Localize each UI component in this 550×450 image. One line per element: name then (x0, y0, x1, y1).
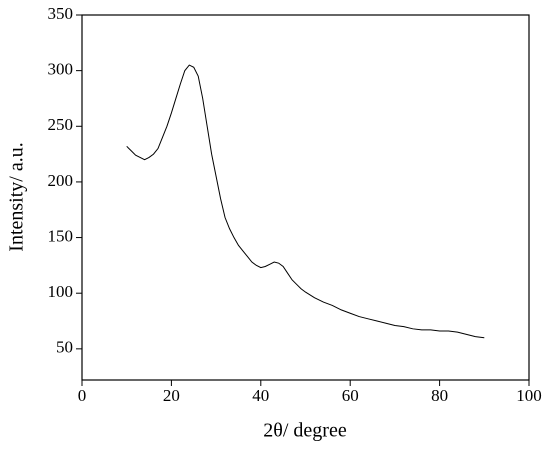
y-tick-label: 300 (48, 60, 74, 79)
x-axis-title: 2θ/ degree (263, 420, 347, 442)
x-tick-label: 40 (252, 386, 269, 405)
y-tick-label: 50 (56, 338, 73, 357)
x-tick-label: 100 (516, 386, 542, 405)
x-tick-label: 0 (78, 386, 87, 405)
x-tick-label: 20 (163, 386, 180, 405)
x-tick-label: 60 (342, 386, 359, 405)
y-tick-label: 150 (48, 226, 74, 245)
y-tick-label: 250 (48, 115, 74, 134)
data-line (126, 64, 485, 339)
y-tick-label: 350 (48, 4, 74, 23)
y-axis-title: Intensity/ a.u. (6, 142, 28, 251)
plot-frame (81, 14, 530, 381)
y-tick-label: 200 (48, 171, 74, 190)
y-tick-label: 100 (48, 282, 74, 301)
x-tick-label: 80 (431, 386, 448, 405)
